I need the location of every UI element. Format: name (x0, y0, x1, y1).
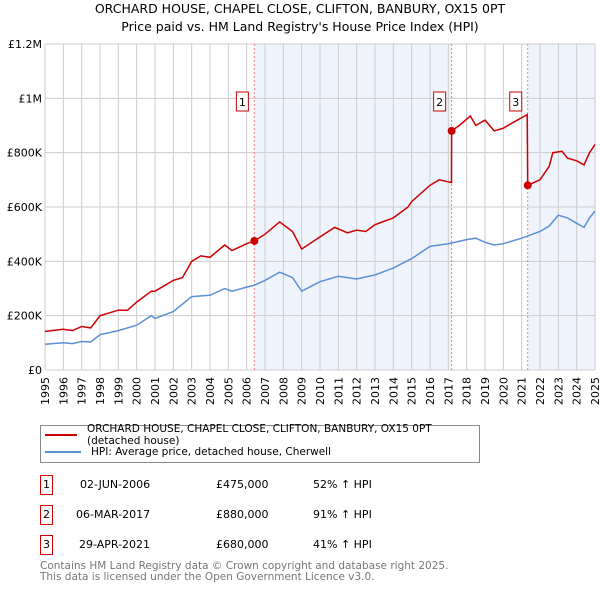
price: £880,000 (216, 508, 269, 521)
x-tick-label: 2005 (222, 377, 235, 405)
event-marker-label: 3 (512, 96, 519, 109)
x-tick-label: 2012 (351, 377, 364, 405)
date: 29-APR-2021 (79, 538, 151, 551)
chart-subtitle: Price paid vs. HM Land Registry's House … (121, 19, 479, 34)
x-tick-label: 2003 (186, 377, 199, 405)
x-tick-label: 2009 (296, 377, 309, 405)
event-marker-label: 1 (239, 96, 246, 109)
x-tick-label: 2021 (516, 377, 529, 405)
x-tick-label: 2018 (461, 377, 474, 405)
legend: ORCHARD HOUSE, CHAPEL CLOSE, CLIFTON, BA… (40, 423, 480, 463)
legend-label: HPI: Average price, detached house, Cher… (91, 446, 332, 458)
x-tick-label: 2008 (277, 377, 290, 405)
x-tick-label: 2011 (332, 377, 345, 405)
y-tick-label: £600K (7, 201, 43, 214)
event-marker-box (509, 91, 523, 112)
x-tick-label: 1996 (57, 377, 70, 405)
y-tick-label: £0 (28, 364, 42, 377)
x-tick-label: 2002 (167, 377, 180, 405)
hpi-line (44, 210, 596, 345)
x-tick-label: 2016 (424, 377, 437, 405)
sale-point (250, 236, 259, 245)
price: £475,000 (216, 478, 269, 491)
hpi-change: 41% ↑ HPI (313, 538, 372, 551)
x-tick-label: 2001 (149, 377, 162, 405)
footer-licence: This data is licensed under the Open Gov… (40, 571, 375, 583)
x-tick-label: 2007 (259, 377, 272, 405)
hpi-change: 52% ↑ HPI (313, 478, 372, 491)
y-tick-label: £200K (7, 310, 43, 323)
x-tick-label: 2010 (314, 377, 327, 405)
marker-badge: 1 (40, 475, 53, 495)
footer-copyright: Contains HM Land Registry data © Crown c… (40, 560, 449, 572)
legend-item-property: ORCHARD HOUSE, CHAPEL CLOSE, CLIFTON, BA… (45, 423, 479, 447)
x-tick-label: 2014 (387, 377, 400, 405)
legend-label: ORCHARD HOUSE, CHAPEL CLOSE, CLIFTON, BA… (87, 423, 432, 447)
x-tick-label: 2000 (131, 377, 144, 405)
x-tick-label: 1995 (39, 377, 52, 405)
x-tick-label: 2022 (534, 377, 547, 405)
legend-swatch (45, 451, 81, 453)
date: 02-JUN-2006 (80, 478, 151, 491)
chart-title: ORCHARD HOUSE, CHAPEL CLOSE, CLIFTON, BA… (94, 1, 506, 16)
price-chart: 1995 1996 1997 1998 1999 2000 2001 2002 2003 2004… (7, 38, 600, 405)
x-tick-label: 2020 (497, 377, 510, 405)
x-tick-label: 2015 (406, 377, 419, 405)
y-tick-label: £1M (19, 92, 43, 105)
x-tick-label: 2025 (589, 377, 600, 405)
event-marker-box (433, 91, 447, 112)
x-tick-label: 2019 (479, 377, 492, 405)
legend-item-hpi: HPI: Average price, detached house, Cher… (45, 444, 331, 460)
sale-point (523, 181, 532, 190)
x-tick-label: 2006 (241, 377, 254, 405)
legend-swatch (45, 434, 78, 436)
x-tick-label: 2004 (204, 377, 217, 405)
x-tick-label: 1999 (112, 377, 125, 405)
price: £680,000 (216, 538, 269, 551)
date: 06-MAR-2017 (76, 508, 151, 521)
event-marker-box (235, 91, 249, 112)
y-tick-label: £400K (7, 255, 43, 268)
marker-badge: 2 (40, 505, 53, 525)
y-tick-label: £1.2M (8, 38, 42, 51)
x-tick-label: 2013 (369, 377, 382, 405)
x-tick-label: 1998 (94, 377, 107, 405)
x-tick-label: 1997 (76, 377, 89, 405)
event-marker-label: 2 (436, 96, 443, 109)
marker-badge: 3 (40, 535, 53, 555)
y-tick-label: £800K (7, 147, 43, 160)
hpi-change: 91% ↑ HPI (313, 508, 372, 521)
x-tick-label: 2017 (442, 377, 455, 405)
sale-point (447, 126, 456, 135)
x-tick-label: 2024 (571, 377, 584, 405)
x-tick-label: 2023 (552, 377, 565, 405)
